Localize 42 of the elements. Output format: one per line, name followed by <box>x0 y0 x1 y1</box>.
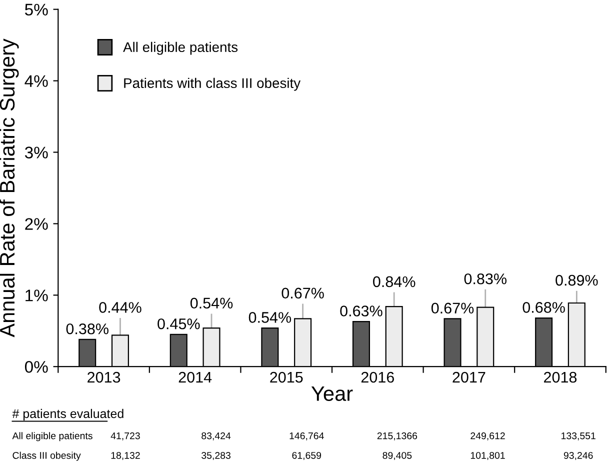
data-label: 0.84% <box>373 276 416 288</box>
data-label: 0.68% <box>522 302 565 313</box>
y-tick-label: 1% <box>26 290 48 302</box>
y-tick-label: 2% <box>25 218 48 230</box>
text: 133,551 <box>562 432 596 440</box>
x-tick-label: 2018 <box>544 372 577 383</box>
x-axis-title: Year <box>311 386 353 401</box>
x-tick-label: 2014 <box>178 372 212 383</box>
text: 18,132 <box>111 452 140 460</box>
data-label: 0.67% <box>431 302 474 314</box>
text: 89,405 <box>382 452 412 460</box>
text: 35,283 <box>202 452 230 460</box>
data-label: 0.67% <box>282 288 324 299</box>
y-tick-label: 0% <box>24 360 48 373</box>
text: 41,723 <box>110 432 140 440</box>
text: 146,764 <box>290 432 324 440</box>
text: Class III obesity <box>12 452 81 461</box>
y-tick-label: 3% <box>24 146 48 158</box>
x-tick-label: 2015 <box>270 372 303 383</box>
data-label: 0.44% <box>99 302 142 313</box>
x-tick-label: 2016 <box>361 372 394 383</box>
data-label: 0.38% <box>66 323 108 334</box>
x-tick-label: 2017 <box>452 372 486 383</box>
data-label: 0.63% <box>340 306 382 316</box>
text: 61,659 <box>292 452 322 460</box>
text: 215,1366 <box>377 432 418 440</box>
text: 101,801 <box>470 452 505 460</box>
legend-label: All eligible patients <box>123 42 238 55</box>
data-label: 0.54% <box>190 298 233 309</box>
x-tick-label: 2013 <box>88 372 120 383</box>
y-tick-label: 5% <box>24 4 48 16</box>
text: 249,612 <box>470 432 505 440</box>
text: # patients evaluated <box>12 408 124 421</box>
text: All eligible patients <box>12 432 92 442</box>
text: 93,246 <box>564 452 593 460</box>
data-label: 0.45% <box>158 318 200 330</box>
data-label: 0.89% <box>556 274 598 286</box>
data-label: 0.83% <box>464 273 506 284</box>
y-tick-label: 4% <box>24 75 48 87</box>
legend-label: Patients with class III obesity <box>124 78 301 91</box>
text: 83,424 <box>202 432 231 440</box>
data-label: 0.54% <box>248 312 292 323</box>
